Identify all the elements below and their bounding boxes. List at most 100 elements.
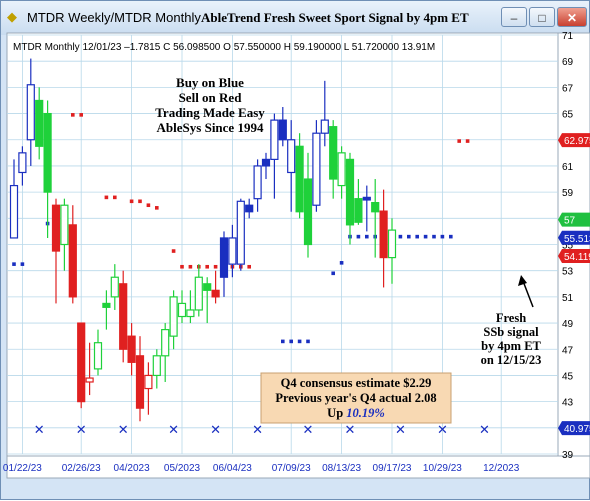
candle	[194, 264, 203, 317]
blue-stop-dot	[432, 234, 436, 239]
price-flag-label: 54.119	[564, 252, 590, 263]
red-stop-dot	[205, 264, 209, 269]
x-marker-icon: ✕	[303, 423, 314, 438]
price-flag: 55.513	[558, 230, 590, 245]
x-marker-icon: ✕	[252, 423, 263, 438]
candle-body	[127, 335, 136, 363]
candle	[379, 189, 388, 288]
x-tick-label: 05/2023	[164, 463, 201, 474]
blue-stop-dot	[297, 339, 302, 344]
candle-body	[51, 204, 61, 252]
y-tick-label: 49	[562, 319, 574, 330]
candle-body	[236, 200, 245, 265]
candle	[303, 152, 313, 258]
candle-body	[60, 204, 69, 246]
chart-icon: ◆	[7, 9, 17, 24]
x-tick-label: 12/2023	[483, 463, 520, 474]
candle-body	[152, 355, 161, 377]
candle	[245, 198, 254, 219]
y-tick-label: 55	[562, 241, 574, 252]
blue-stop-dot	[423, 234, 428, 239]
candle-body	[203, 283, 212, 291]
title-bar[interactable]: ◆ MTDR Weekly/MTDR Monthly AbleTrend Fre…	[1, 1, 589, 35]
candle-body	[362, 196, 371, 201]
candle	[152, 349, 161, 389]
annotation-line-2: SSb signal	[483, 325, 539, 339]
red-stop-dot	[171, 249, 176, 253]
candle	[110, 264, 119, 310]
blue-stop-dot	[449, 234, 453, 239]
y-tick-label: 47	[562, 345, 574, 356]
minimize-button[interactable]: –	[501, 7, 527, 27]
info-line-estimate: Q4 consensus estimate $2.29	[281, 376, 432, 390]
y-tick-label: 69	[562, 57, 574, 68]
candle-body	[194, 276, 203, 311]
candle	[261, 152, 271, 180]
blue-stop-dot	[398, 234, 403, 239]
blue-stop-dot	[281, 339, 285, 344]
candle	[161, 323, 170, 382]
candle	[345, 152, 355, 245]
candle-body	[144, 374, 153, 390]
legend-sell: Sell on Red	[179, 90, 243, 105]
candle-body	[161, 329, 170, 357]
candle-body	[371, 202, 380, 213]
x-marker-icon: ✕	[210, 423, 221, 438]
x-marker-icon: ✕	[34, 423, 45, 438]
candle-body	[278, 119, 287, 141]
candle	[337, 146, 346, 199]
candle	[253, 159, 262, 212]
y-tick-label: 65	[562, 110, 574, 121]
candle	[68, 205, 77, 304]
x-marker-icon: ✕	[345, 423, 356, 438]
candle-body	[186, 309, 195, 318]
x-marker-icon: ✕	[76, 423, 87, 438]
price-flag-label: 55.513	[564, 234, 590, 245]
candle	[144, 362, 153, 415]
blue-stop-dot	[339, 261, 344, 265]
blue-stop-dot	[12, 262, 16, 266]
candle	[287, 120, 296, 212]
y-tick-label: 61	[562, 162, 574, 173]
candle-body	[261, 158, 271, 167]
x-marker-icon: ✕	[168, 423, 179, 438]
price-flag-background	[558, 133, 590, 148]
candle	[51, 198, 61, 304]
candle-body	[345, 158, 355, 226]
blue-stop-dot	[20, 262, 25, 266]
blue-stop-dot	[289, 339, 293, 344]
x-marker-icon: ✕	[479, 423, 490, 438]
y-tick-label: 67	[562, 83, 574, 94]
candle	[135, 336, 145, 422]
candle-body	[228, 237, 237, 265]
candle-body	[177, 302, 187, 318]
info-line-change: Up 10.19%	[327, 406, 385, 420]
candle-body	[18, 152, 27, 174]
y-tick-label: 45	[562, 371, 574, 382]
candle-body	[35, 99, 44, 147]
candle	[312, 120, 321, 212]
candle-body	[329, 126, 338, 180]
close-button[interactable]: ✕	[557, 7, 587, 27]
candle	[85, 342, 94, 396]
red-stop-dot	[188, 264, 193, 269]
candle	[362, 185, 371, 232]
info-line-previous: Previous year's Q4 actual 2.08	[275, 391, 436, 405]
price-flags: 62.975 57 55.513 54.119 40.975	[558, 133, 590, 436]
candle	[270, 113, 279, 199]
candle-body	[26, 84, 35, 141]
candle-body	[354, 198, 363, 223]
maximize-button[interactable]: □	[529, 7, 555, 27]
x-axis-panel	[6, 455, 590, 479]
candle	[169, 290, 178, 350]
x-tick-label: 10/29/23	[423, 463, 462, 474]
candle	[9, 159, 19, 239]
candle-body	[110, 276, 119, 298]
blue-stop-dot	[356, 234, 361, 239]
candle-body	[211, 289, 220, 298]
candle	[93, 329, 103, 376]
candle	[35, 87, 44, 160]
candle	[320, 80, 329, 147]
candle-body	[379, 210, 388, 259]
red-stop-dot	[457, 139, 461, 143]
